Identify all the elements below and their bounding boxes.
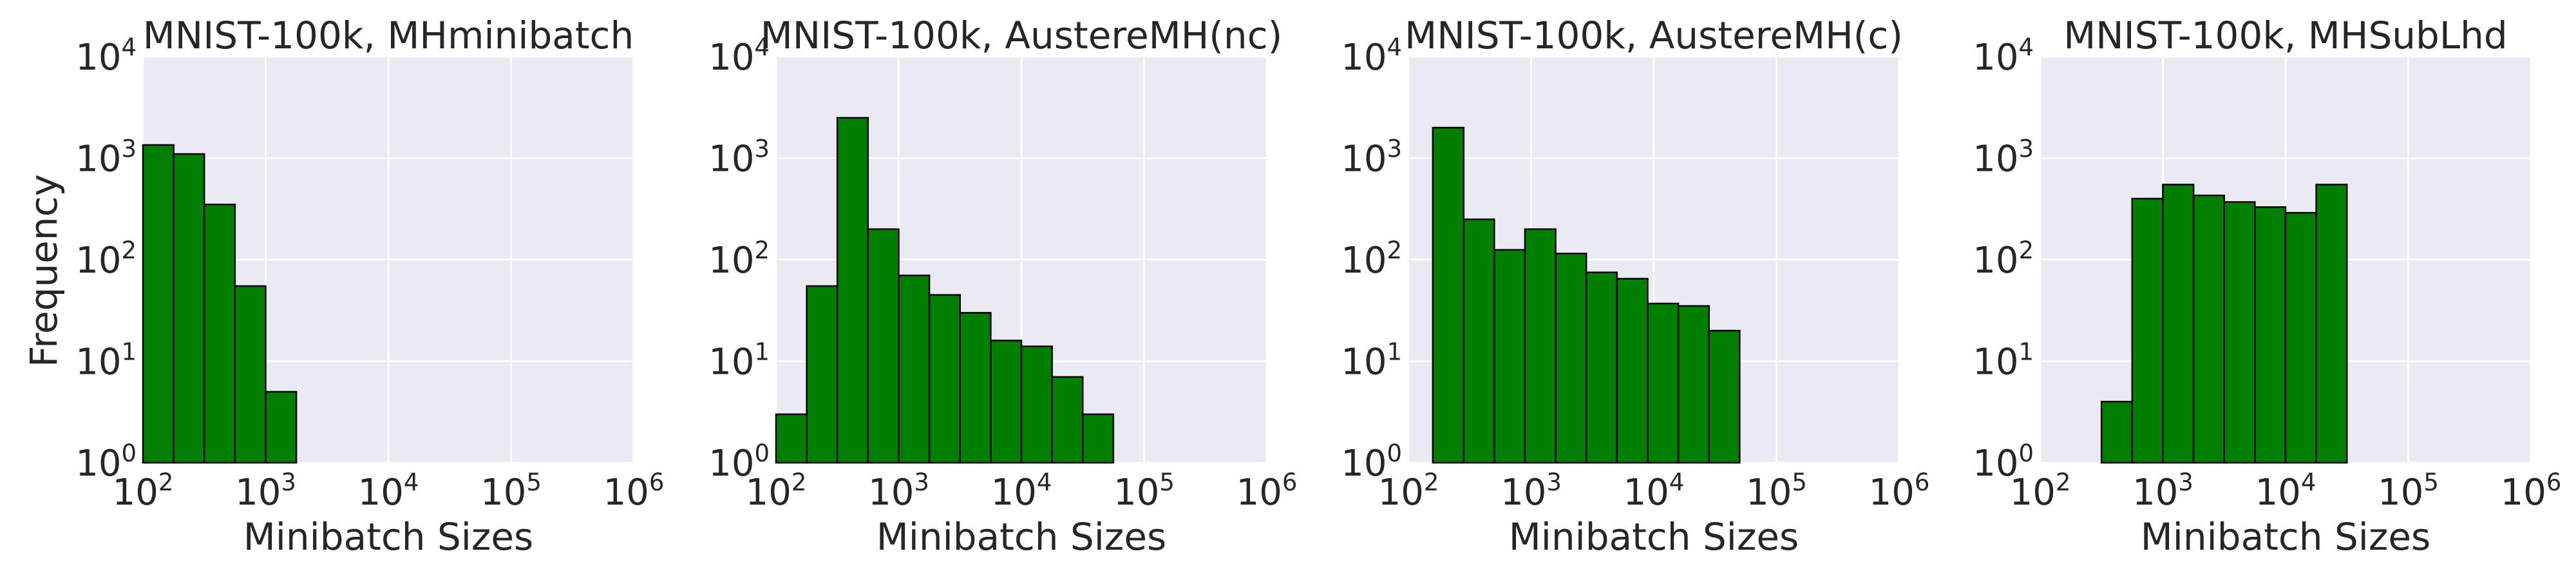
histogram-bar [1585, 271, 1618, 464]
x-tick-label: 106 [1869, 469, 1930, 514]
histogram-bar [1432, 126, 1465, 464]
histogram-bar [2315, 184, 2348, 464]
histogram-bar [959, 312, 992, 464]
y-tick-label: 102 [708, 237, 770, 282]
panel-title: MNIST-100k, MHminibatch [143, 14, 634, 57]
histogram-bar [1647, 302, 1680, 464]
x-tick-label: 103 [2132, 469, 2193, 514]
x-axis-label: Minibatch Sizes [1509, 515, 1799, 559]
histogram-bar [2131, 197, 2164, 464]
histogram-bar [1708, 329, 1741, 464]
y-tick-label: 104 [708, 34, 770, 79]
histogram-bar [1020, 345, 1053, 464]
x-tick-label: 106 [603, 469, 665, 514]
x-tick-label: 104 [1624, 469, 1685, 514]
histogram-bar [1493, 249, 1526, 464]
y-tick-label: 104 [1973, 34, 2034, 79]
histogram-bar [1463, 218, 1495, 464]
histogram-bar [234, 285, 267, 464]
x-tick-label: 105 [2378, 469, 2439, 514]
y-tick-label: 101 [1973, 338, 2034, 383]
histogram-bar [2254, 206, 2287, 464]
x-tick-label: 102 [113, 469, 174, 514]
histogram-bar [2284, 211, 2317, 464]
x-axis-label: Minibatch Sizes [243, 515, 534, 559]
panel-title: MNIST-100k, AustereMH(nc) [761, 14, 1282, 57]
y-tick-label: 100 [708, 440, 770, 485]
y-axis-label: Frequency [22, 174, 66, 367]
histogram-bar [898, 275, 931, 464]
x-tick-label: 103 [235, 469, 296, 514]
y-tick-label: 103 [1973, 135, 2034, 180]
y-tick-label: 103 [708, 135, 770, 180]
x-tick-label: 106 [2501, 469, 2562, 514]
histogram-bar [2162, 184, 2195, 464]
y-tick-label: 100 [1973, 440, 2034, 485]
histogram-bar [836, 117, 869, 464]
y-tick-label: 104 [75, 34, 137, 79]
y-tick-label: 103 [75, 135, 137, 180]
histogram-bar [2223, 201, 2256, 464]
x-tick-label: 106 [1236, 469, 1298, 514]
y-tick-label: 102 [1341, 237, 1402, 282]
histogram-bar [1082, 413, 1115, 464]
y-tick-label: 104 [1341, 34, 1402, 79]
x-axis-label: Minibatch Sizes [2141, 515, 2431, 559]
histogram-bar [1555, 253, 1587, 464]
x-tick-label: 103 [868, 469, 929, 514]
x-tick-label: 103 [1501, 469, 1562, 514]
histogram-bar [806, 285, 838, 464]
x-tick-label: 105 [1113, 469, 1175, 514]
histogram-bar [1677, 305, 1710, 464]
x-tick-label: 105 [1746, 469, 1807, 514]
y-tick-label: 102 [1973, 237, 2034, 282]
histogram-panel-4: 102 103 104 105 106 100 101 102 103 104 MNIST-100k… [1973, 14, 2561, 559]
histogram-bar [1616, 278, 1649, 464]
x-tick-label: 104 [358, 469, 419, 514]
histogram-bar [990, 340, 1023, 464]
histogram-bar [265, 391, 298, 464]
histogram-bar [142, 144, 175, 464]
histogram-bar [2100, 400, 2134, 464]
y-tick-label: 101 [708, 338, 770, 383]
histogram-bar [775, 413, 808, 464]
x-tick-label: 104 [2255, 469, 2316, 514]
y-tick-label: 101 [1341, 338, 1402, 383]
histogram-bar [203, 204, 236, 464]
y-tick-label: 102 [75, 237, 137, 282]
x-tick-label: 102 [746, 469, 807, 514]
y-tick-label: 103 [1341, 135, 1402, 180]
panel-title: MNIST-100k, AustereMH(c) [1405, 14, 1903, 57]
histogram-panel-2: 102 103 104 105 106100101102103104MNIST-100k… [708, 14, 1297, 559]
x-tick-label: 105 [480, 469, 542, 514]
histogram-bar [867, 228, 900, 464]
x-tick-label: 102 [2010, 469, 2071, 514]
histogram-bar [1524, 228, 1557, 464]
y-tick-label: 100 [1341, 440, 1402, 485]
histogram-bar [2192, 194, 2225, 464]
histogram-bar [1051, 376, 1084, 464]
panel-title: MNIST-100k, MHSubLhd [2063, 14, 2508, 57]
y-tick-label: 100 [75, 440, 137, 485]
y-tick-label: 101 [75, 338, 137, 383]
histogram-bar [928, 294, 961, 464]
x-axis-label: Minibatch Sizes [876, 515, 1167, 559]
x-tick-label: 102 [1378, 469, 1439, 514]
x-tick-label: 104 [991, 469, 1052, 514]
histogram-bar [173, 153, 205, 464]
